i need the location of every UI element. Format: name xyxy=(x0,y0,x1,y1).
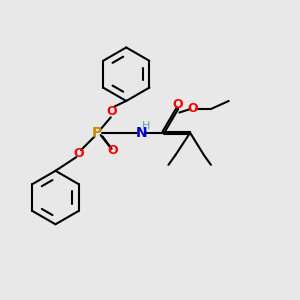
Text: O: O xyxy=(106,106,117,118)
Text: N: N xyxy=(136,126,148,140)
Text: H: H xyxy=(142,121,150,131)
Text: O: O xyxy=(187,103,197,116)
Text: P: P xyxy=(92,126,102,140)
Text: O: O xyxy=(74,147,84,160)
Text: O: O xyxy=(172,98,183,111)
Text: O: O xyxy=(107,143,118,157)
